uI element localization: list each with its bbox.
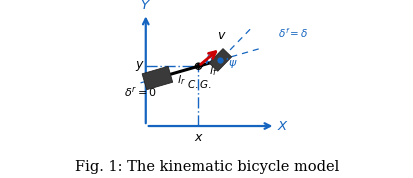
Text: $Y$: $Y$ (139, 0, 150, 12)
Text: $l_f$: $l_f$ (208, 64, 217, 78)
Polygon shape (209, 49, 231, 71)
Text: $X$: $X$ (276, 119, 288, 133)
Text: $\psi$: $\psi$ (228, 58, 237, 70)
Text: $\beta$: $\beta$ (204, 52, 213, 66)
Text: $\delta^r = 0$: $\delta^r = 0$ (123, 86, 157, 99)
Text: $y$: $y$ (135, 59, 145, 73)
Text: Fig. 1: The kinematic bicycle model: Fig. 1: The kinematic bicycle model (75, 160, 338, 174)
Text: $\delta^f = \delta$: $\delta^f = \delta$ (277, 26, 307, 40)
Text: $C.G.$: $C.G.$ (186, 78, 211, 90)
Text: $v$: $v$ (216, 29, 226, 42)
Text: $l_r$: $l_r$ (177, 74, 185, 87)
Text: $x$: $x$ (193, 131, 203, 144)
Polygon shape (142, 66, 172, 90)
